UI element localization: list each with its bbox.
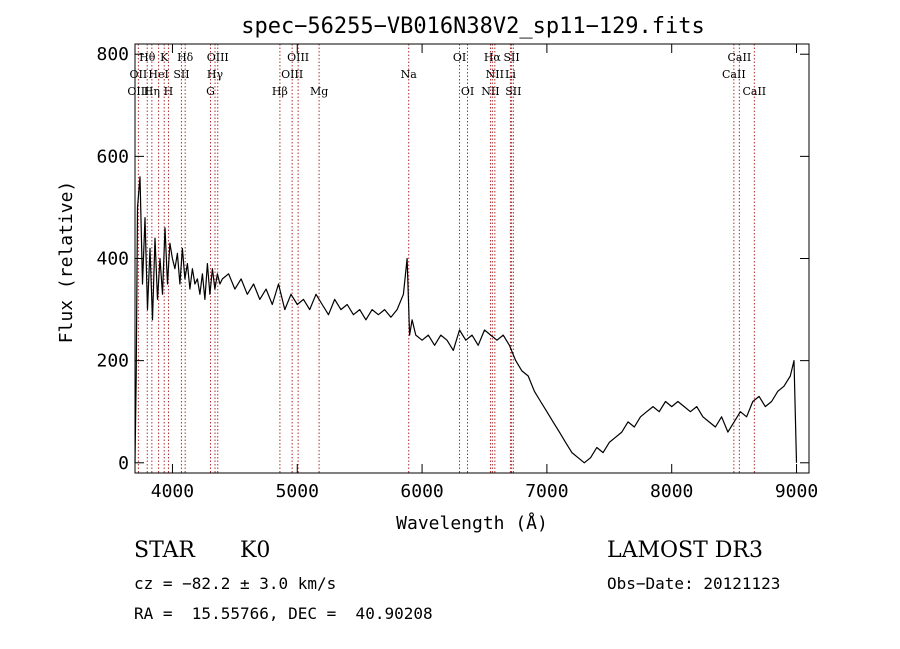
- y-tick-label: 600: [96, 146, 129, 167]
- x-axis: 4000 5000 6000 7000 8000 9000: [151, 44, 818, 502]
- line-label: OIII: [281, 68, 303, 81]
- line-label: OI: [461, 85, 474, 98]
- line-label: SII: [503, 51, 519, 64]
- line-label: NII: [486, 68, 504, 81]
- line-label: Hα: [484, 51, 502, 64]
- x-tick-label: 9000: [775, 481, 818, 502]
- line-label: CaII: [742, 85, 766, 98]
- line-label: K: [160, 51, 169, 64]
- spectrum-series: [134, 176, 798, 464]
- line-label: Hβ: [272, 85, 288, 98]
- line-label: H: [164, 85, 174, 98]
- line-label: CaII: [722, 68, 746, 81]
- line-label: Hη: [144, 85, 160, 98]
- plot-frame: [134, 43, 810, 474]
- x-tick-label: 7000: [525, 481, 568, 502]
- spectrum-line: [134, 176, 798, 464]
- chart-title: spec−56255−VB016N38V2_sp11−129.fits: [241, 14, 705, 39]
- line-label: Na: [401, 68, 418, 81]
- line-label: OI: [453, 51, 466, 64]
- line-label: G: [206, 85, 215, 98]
- x-tick-label: 6000: [400, 481, 443, 502]
- x-axis-label: Wavelength (Å): [396, 512, 548, 534]
- redshift-text: cz = −82.2 ± 3.0 km/s: [134, 574, 337, 593]
- line-label: Hδ: [177, 51, 194, 64]
- line-label: CaII: [728, 51, 752, 64]
- y-tick-label: 800: [96, 44, 129, 65]
- line-label: SII: [173, 68, 189, 81]
- line-label: SII: [505, 85, 521, 98]
- line-label: OIII: [287, 51, 309, 64]
- line-label: Li: [505, 68, 516, 81]
- line-label: Mg: [310, 85, 328, 98]
- line-label: Hγ: [207, 68, 224, 81]
- line-label: OII: [130, 68, 148, 81]
- spectral-line-markers: [137, 44, 755, 473]
- y-tick-label: 200: [96, 351, 129, 372]
- line-label: Hθ: [139, 51, 156, 64]
- survey-name: LAMOST DR3: [607, 538, 763, 563]
- obs-date: Obs−Date: 20121123: [607, 574, 781, 593]
- object-subclass: K0: [240, 538, 271, 563]
- line-label: NII: [481, 85, 499, 98]
- y-axis-label: Flux (relative): [56, 181, 77, 344]
- y-tick-label: 0: [118, 453, 129, 474]
- object-class: STAR: [134, 538, 195, 563]
- y-axis: 0 200 400 600 800: [96, 44, 809, 474]
- line-label: HeI: [148, 68, 168, 81]
- coordinates: RA = 15.55766, DEC = 40.90208: [134, 604, 433, 623]
- y-tick-label: 400: [96, 249, 129, 270]
- line-label: OIII: [127, 85, 149, 98]
- x-tick-label: 8000: [650, 481, 693, 502]
- line-label: OIII: [207, 51, 229, 64]
- x-tick-label: 4000: [151, 481, 194, 502]
- x-tick-label: 5000: [276, 481, 319, 502]
